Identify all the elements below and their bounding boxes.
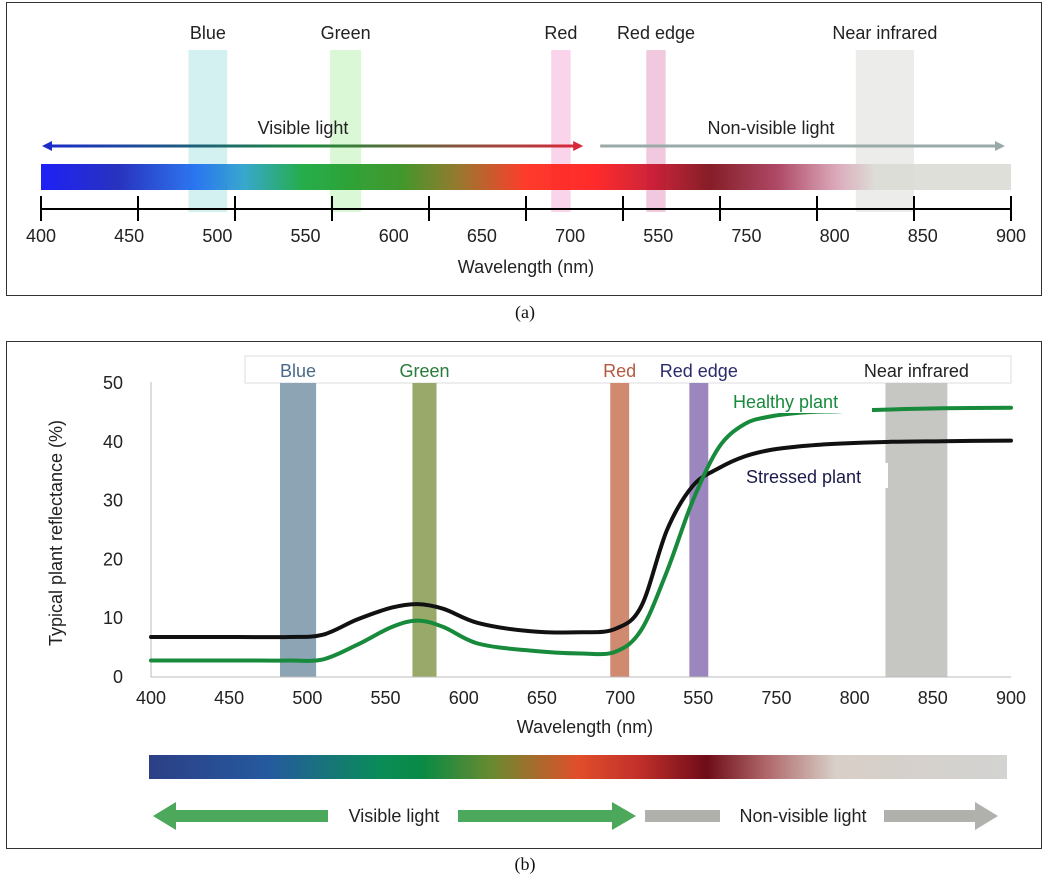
tick-label-b-3: 550 [371, 688, 401, 708]
spectrum-bar-a [41, 164, 1011, 190]
ytick-label-30: 30 [103, 491, 123, 511]
tick-label-b-0: 400 [136, 688, 166, 708]
band-b-blue [280, 383, 317, 677]
series-label-healthy-plant: Healthy plant [733, 392, 838, 412]
visible-arrow-left-b [153, 802, 328, 830]
tick-label-b-2: 500 [292, 688, 322, 708]
tick-label-b-6: 700 [605, 688, 635, 708]
ytick-label-40: 40 [103, 432, 123, 452]
band-b-near-infrared [885, 383, 948, 677]
band-label-a-near-infrared: Near infrared [832, 23, 937, 43]
nonvisible-arrow-left-b [645, 810, 720, 822]
nonvisible-arrow-a [600, 144, 997, 148]
band-label-b-green: Green [399, 361, 449, 381]
visible-light-label-b: Visible light [349, 806, 440, 826]
tick-label-a-6: 700 [555, 226, 585, 246]
tick-label-b-7: 550 [683, 688, 713, 708]
band-label-a-green: Green [321, 23, 371, 43]
tick-label-a-0: 400 [26, 226, 56, 246]
tick-label-a-4: 600 [379, 226, 409, 246]
xlabel-b: Wavelength (nm) [517, 717, 653, 737]
ytick-label-20: 20 [103, 549, 123, 569]
tick-label-b-4: 600 [449, 688, 479, 708]
tick-label-a-1: 450 [114, 226, 144, 246]
band-label-a-red-edge: Red edge [617, 23, 695, 43]
band-label-b-red: Red [603, 361, 636, 381]
band-label-a-red: Red [544, 23, 577, 43]
visible-arrowhead-left-a [42, 141, 52, 151]
ytick-label-10: 10 [103, 608, 123, 628]
tick-label-a-2: 500 [202, 226, 232, 246]
xlabel-a: Wavelength (nm) [458, 257, 594, 277]
tick-label-b-1: 450 [214, 688, 244, 708]
band-b-green [412, 383, 437, 677]
ytick-label-0: 0 [113, 667, 123, 687]
tick-label-a-5: 650 [467, 226, 497, 246]
visible-arrowhead-right-a [573, 141, 584, 151]
tick-label-b-10: 850 [918, 688, 948, 708]
tick-label-a-11: 900 [996, 226, 1026, 246]
visible-arrow-a [50, 144, 576, 148]
band-label-b-near-infrared: Near infrared [864, 361, 969, 381]
panel-b-reflectance-chart: Blue Green Red Red edge Near infrared 0 10 20 30… [46, 355, 1026, 830]
nonvisible-arrow-right-b [884, 802, 998, 830]
tick-label-b-11: 900 [996, 688, 1026, 708]
visible-light-label-a: Visible light [258, 118, 349, 138]
caption-b: (b) [514, 854, 536, 874]
tick-label-a-8: 750 [731, 226, 761, 246]
tick-label-a-10: 850 [908, 226, 938, 246]
tick-label-b-5: 650 [527, 688, 557, 708]
nonvisible-arrowhead-a [995, 141, 1005, 151]
band-header-strip [244, 355, 1012, 384]
band-label-b-red-edge: Red edge [660, 361, 738, 381]
band-label-a-blue: Blue [190, 23, 226, 43]
tick-label-b-8: 750 [761, 688, 791, 708]
nonvisible-light-label-b: Non-visible light [739, 806, 866, 826]
stressed-label-bg [742, 463, 888, 488]
band-label-b-blue: Blue [280, 361, 316, 381]
ytick-label-50: 50 [103, 373, 123, 393]
caption-a: (a) [515, 302, 535, 322]
tick-label-a-9: 800 [820, 226, 850, 246]
band-b-red [610, 383, 630, 677]
healthy-label-bg [728, 388, 872, 413]
tick-label-a-7: 550 [643, 226, 673, 246]
series-label-stressed-plant: Stressed plant [746, 467, 861, 487]
tick-label-a-3: 550 [291, 226, 321, 246]
band-b-red-edge [689, 383, 709, 677]
panel-a-wavelength-scale: Blue Green Red Red edge Near infrared Visible… [26, 23, 1026, 277]
tick-label-b-9: 800 [840, 688, 870, 708]
spectrum-bar-b [149, 755, 1007, 779]
series-line-stressed-plant [149, 438, 1013, 640]
nonvisible-light-label-a: Non-visible light [707, 118, 834, 138]
ylabel-b: Typical plant reflectance (%) [46, 420, 66, 646]
visible-arrow-right-b [458, 802, 636, 830]
